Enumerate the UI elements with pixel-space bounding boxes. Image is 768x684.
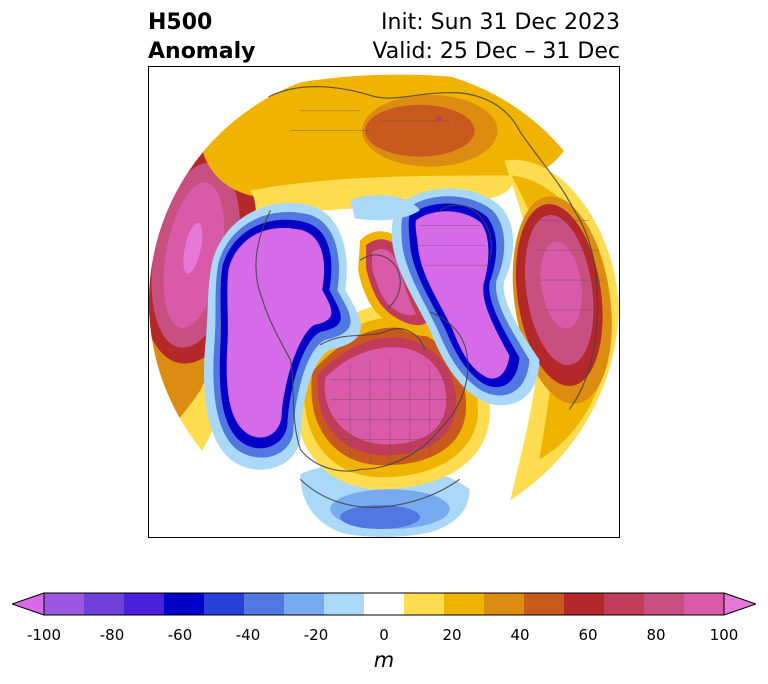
map-subtitle: Init: Sun 31 Dec 2023 Valid: 25 Dec – 31… (372, 8, 620, 66)
colorbar-cell (244, 593, 285, 615)
colorbar-cell (124, 593, 165, 615)
colorbar-tick-label: -40 (235, 626, 261, 644)
title-line-2: Anomaly (148, 39, 256, 64)
colorbar-tick-label: -20 (303, 626, 329, 644)
colorbar-tick-label: -60 (167, 626, 193, 644)
init-time: Init: Sun 31 Dec 2023 (381, 10, 620, 35)
colorbar-cell (204, 593, 245, 615)
colorbar-cell (684, 593, 725, 615)
anomaly-map (149, 67, 619, 537)
colorbar-cell (164, 593, 205, 615)
map-panel (148, 66, 620, 538)
colorbar-tick-label: 40 (510, 626, 530, 644)
colorbar-cell (284, 593, 325, 615)
colorbar-cell (604, 593, 645, 615)
colorbar-cell (44, 593, 85, 615)
coastlines (255, 86, 599, 508)
colorbar-tick-label: 20 (442, 626, 462, 644)
colorbar-tick-label: 60 (578, 626, 598, 644)
colorbar-cell (404, 593, 445, 615)
map-title: H500 Anomaly (148, 8, 255, 66)
colorbar-cell (644, 593, 685, 615)
colorbar-cell (564, 593, 605, 615)
colorbar-unit: m (373, 648, 395, 672)
colorbar (12, 592, 756, 616)
colorbar-right-extension (723, 592, 756, 616)
colorbar-cell (444, 593, 485, 615)
borders (290, 110, 605, 465)
colorbar-tick-label: -100 (26, 626, 62, 644)
colorbar-cell (364, 593, 405, 615)
valid-period: Valid: 25 Dec – 31 Dec (372, 39, 620, 64)
colorbar-cell (484, 593, 525, 615)
marker-dot (435, 115, 442, 122)
colorbar-tick-label: -80 (99, 626, 125, 644)
title-line-1: H500 (148, 10, 213, 35)
colorbar-tick-label: 0 (379, 626, 389, 644)
colorbar-cell (84, 593, 125, 615)
colorbar-cell (524, 593, 565, 615)
colorbar-tick-label: 80 (646, 626, 666, 644)
colorbar-tick-label: 100 (709, 626, 739, 644)
colorbar-cell (324, 593, 365, 615)
colorbar-left-extension (12, 592, 45, 616)
